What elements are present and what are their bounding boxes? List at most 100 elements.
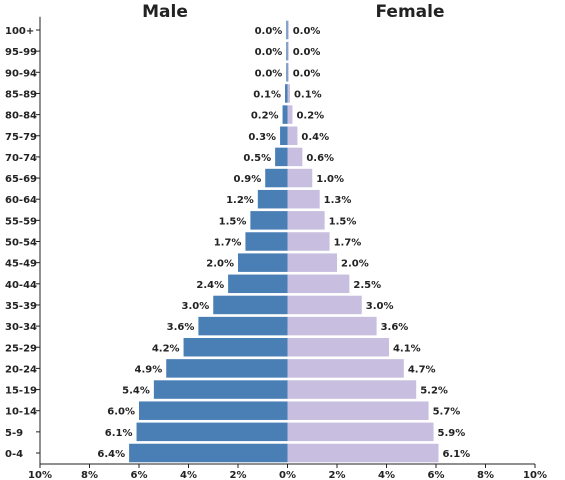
female-value-label: 1.5%	[329, 216, 357, 227]
value-labels-group: 6.4% 6.1% 6.1% 5.9% 6.0% 5.7% 5.4% 5.2% 4.9% 4.7%…	[97, 26, 470, 460]
female-bar-90-94	[287, 63, 289, 82]
female-value-label: 3.6%	[381, 322, 409, 333]
female-value-label: 0.4%	[301, 132, 329, 143]
male-value-label: 6.1%	[105, 428, 133, 439]
male-value-label: 4.2%	[152, 343, 180, 354]
male-value-label: 0.0%	[255, 26, 283, 37]
male-value-label: 0.0%	[255, 47, 283, 58]
male-bar-85-89	[285, 84, 288, 103]
female-value-label: 2.0%	[341, 259, 369, 270]
axes-group: 10% 8% 6% 4% 2% 0% 2% 4% 6% 8% 10%	[28, 16, 547, 480]
female-value-label: 0.2%	[296, 111, 324, 122]
x-tick-label: 6%	[428, 470, 445, 480]
female-bar-15-19	[287, 380, 417, 399]
age-group-label: 75-79	[5, 132, 37, 143]
male-header: Male	[142, 2, 188, 22]
age-group-label: 100+	[5, 26, 34, 37]
female-value-label: 2.5%	[353, 280, 381, 291]
age-group-label: 40-44	[5, 280, 37, 291]
x-tick-label: 0%	[279, 470, 296, 480]
male-bar-95-99	[286, 41, 288, 61]
female-bar-85-89	[287, 84, 290, 103]
female-bar-25-29	[287, 338, 389, 357]
age-group-label: 95-99	[5, 47, 37, 58]
x-tick-label: 2%	[230, 470, 247, 480]
female-bar-80-84	[287, 105, 293, 124]
age-group-label: 60-64	[5, 195, 37, 206]
age-group-label: 35-39	[5, 301, 37, 312]
male-bar-30-34	[198, 316, 288, 336]
female-value-label: 6.1%	[442, 449, 470, 460]
bars-group	[129, 20, 439, 463]
age-group-label: 10-14	[5, 407, 37, 418]
age-group-label: 20-24	[5, 364, 37, 375]
female-bar-55-59	[287, 211, 325, 230]
female-value-label: 0.6%	[306, 153, 334, 164]
age-group-label: 30-34	[5, 322, 37, 333]
female-bar-5-9	[287, 422, 434, 442]
male-bar-40-44	[228, 274, 288, 294]
female-value-label: 0.0%	[293, 47, 321, 58]
male-bar-15-19	[153, 380, 288, 399]
male-bar-20-24	[166, 359, 288, 378]
female-bar-45-49	[287, 253, 337, 272]
male-value-label: 2.0%	[206, 259, 234, 270]
male-bar-50-54	[245, 232, 288, 251]
male-value-label: 0.0%	[255, 68, 283, 79]
male-bar-5-9	[136, 422, 288, 442]
female-value-label: 4.1%	[393, 343, 421, 354]
female-bar-20-24	[287, 359, 404, 378]
female-value-label: 1.0%	[316, 174, 344, 185]
female-bar-95-99	[287, 41, 289, 61]
male-value-label: 0.5%	[243, 153, 271, 164]
female-value-label: 0.1%	[294, 89, 322, 100]
age-group-label: 65-69	[5, 174, 37, 185]
female-value-label: 5.9%	[438, 428, 466, 439]
male-bar-80-84	[282, 105, 288, 124]
male-value-label: 2.4%	[196, 280, 224, 291]
female-value-label: 3.0%	[366, 301, 394, 312]
male-bar-25-29	[183, 338, 288, 357]
age-group-label: 70-74	[5, 153, 37, 164]
male-value-label: 5.4%	[122, 386, 150, 397]
x-tick-label: 10%	[28, 470, 52, 480]
female-value-label: 5.2%	[420, 386, 448, 397]
female-value-label: 1.3%	[324, 195, 352, 206]
age-group-label: 90-94	[5, 68, 37, 79]
male-bar-35-39	[213, 295, 288, 315]
female-bar-30-34	[287, 316, 377, 336]
age-group-label: 80-84	[5, 111, 37, 122]
male-bar-70-74	[275, 147, 288, 167]
female-bar-65-69	[287, 168, 313, 188]
age-group-label: 45-49	[5, 259, 37, 270]
male-value-label: 0.3%	[248, 132, 276, 143]
female-bar-60-64	[287, 189, 320, 209]
x-tick-label: 10%	[523, 470, 547, 480]
female-bar-75-79	[287, 126, 298, 145]
male-bar-45-49	[238, 253, 288, 272]
age-group-label: 0-4	[5, 449, 23, 460]
male-bar-10-14	[139, 401, 288, 420]
age-group-label: 25-29	[5, 343, 37, 354]
male-value-label: 1.2%	[226, 195, 254, 206]
female-value-label: 0.0%	[293, 26, 321, 37]
female-bar-50-54	[287, 232, 330, 251]
x-tick-label: 2%	[329, 470, 346, 480]
female-value-label: 4.7%	[408, 364, 436, 375]
age-group-label: 15-19	[5, 386, 37, 397]
age-group-label: 55-59	[5, 216, 37, 227]
age-labels-group: 0-4 5-9 10-14 15-19 20-24 25-29 30-34 35-39 40-4…	[5, 26, 37, 460]
female-bar-100+	[287, 20, 289, 40]
female-value-label: 0.0%	[293, 68, 321, 79]
male-bar-65-69	[265, 168, 288, 188]
male-bar-90-94	[286, 63, 288, 82]
male-value-label: 6.0%	[107, 407, 135, 418]
male-value-label: 0.2%	[251, 111, 279, 122]
female-value-label: 5.7%	[433, 407, 461, 418]
female-header: Female	[376, 2, 445, 22]
x-tick-label: 4%	[378, 470, 395, 480]
male-value-label: 3.0%	[182, 301, 210, 312]
age-group-label: 50-54	[5, 238, 37, 249]
male-bar-75-79	[280, 126, 288, 145]
